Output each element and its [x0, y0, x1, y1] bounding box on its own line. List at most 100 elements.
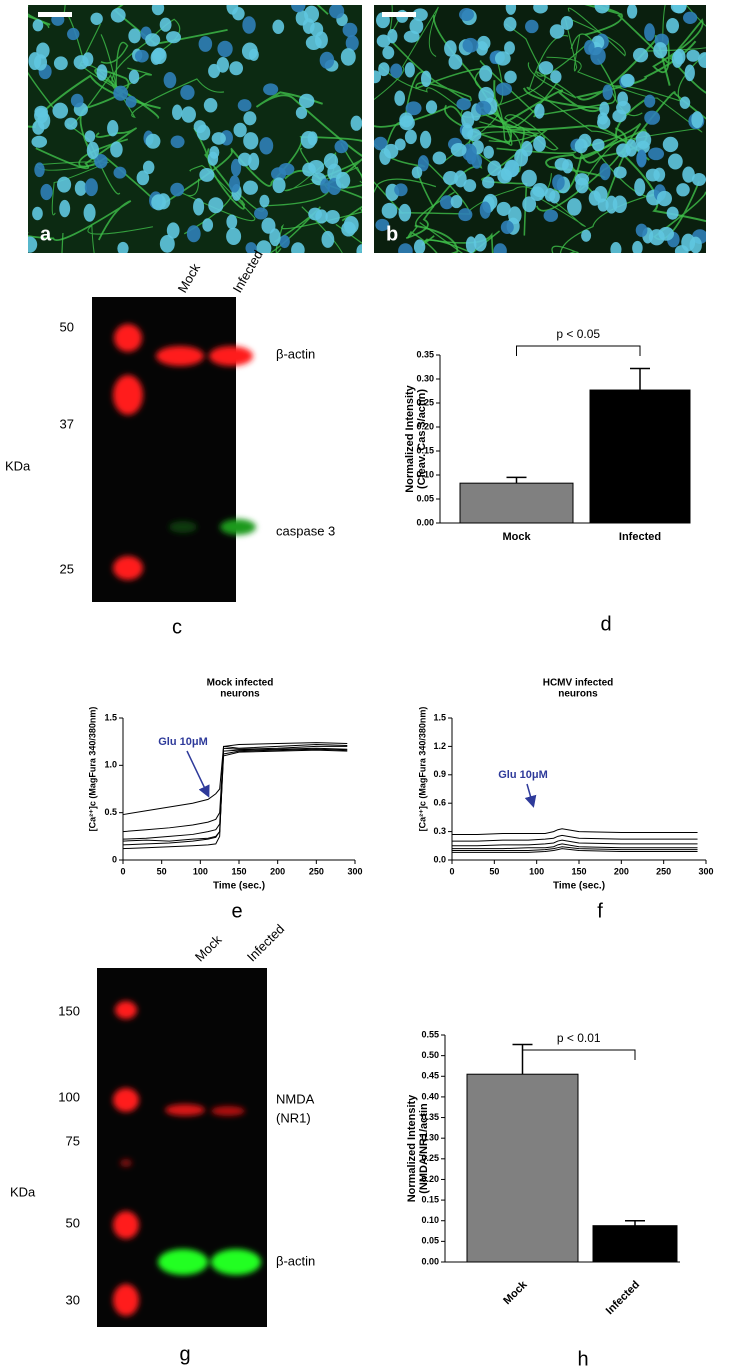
x-tick-label: 250 [656, 866, 671, 876]
nucleus [304, 5, 320, 23]
nucleus [533, 5, 548, 14]
nucleus [682, 166, 695, 183]
nucleus [574, 138, 588, 154]
neurite [494, 23, 546, 107]
y-tick-label: 0.0 [433, 854, 446, 864]
nucleus [151, 5, 165, 16]
nucleus [420, 70, 432, 87]
nucleus [504, 70, 517, 84]
nucleus [259, 194, 270, 208]
neurite [100, 41, 152, 89]
blot-bands [113, 324, 256, 580]
nucleus [248, 48, 259, 61]
neurite [407, 191, 455, 253]
nucleus [84, 130, 96, 143]
trace [122, 749, 348, 842]
y-tick-label: 0.15 [416, 445, 434, 455]
nucleus [238, 152, 252, 167]
nucleus [409, 18, 424, 35]
neurite [552, 128, 648, 194]
nucleus [82, 52, 94, 67]
nucleus [242, 16, 256, 34]
panel-letter: c [172, 616, 182, 638]
nucleus [666, 17, 680, 34]
nucleus [627, 5, 638, 19]
nucleus [32, 206, 43, 221]
x-tick-label: 150 [231, 866, 246, 876]
nucleus [376, 34, 391, 48]
nucleus [145, 133, 161, 149]
nucleus [57, 176, 72, 193]
annotation-arrow [524, 783, 537, 808]
micrograph-b-cells [374, 5, 706, 253]
marker-label: 25 [60, 561, 74, 576]
band-label: NMDA [276, 1091, 315, 1106]
nucleus [226, 214, 238, 230]
nucleus [534, 103, 545, 119]
nucleus [549, 24, 565, 39]
y-axis-label: [Ca²⁺]c (MagFura 340/380nm) [417, 707, 427, 832]
y-axis-label: Normalized Intensity [404, 384, 416, 492]
neurite [77, 23, 225, 119]
nucleus [404, 62, 415, 78]
x-tick-label: 300 [347, 866, 362, 876]
nucleus [684, 64, 695, 82]
trace [122, 748, 348, 846]
nucleus [617, 91, 629, 107]
nucleus [644, 94, 656, 108]
nucleus [405, 101, 422, 116]
nucleus [291, 242, 305, 253]
nucleus [530, 186, 545, 201]
nucleus [459, 8, 474, 22]
nucleus [525, 19, 539, 34]
nucleus [350, 115, 362, 131]
nucleus [53, 56, 68, 71]
nucleus [269, 228, 281, 247]
nucleus [676, 183, 690, 197]
nucleus [398, 203, 412, 222]
x-tick-label: Mock [501, 1278, 530, 1307]
nucleus [483, 145, 494, 159]
nucleus [320, 178, 331, 194]
nucleus [574, 173, 590, 186]
y-tick-label: 0.30 [421, 1133, 439, 1143]
nucleus [691, 111, 704, 129]
nucleus [356, 244, 362, 253]
nucleus [208, 197, 224, 214]
nucleus [560, 15, 574, 30]
nucleus [166, 222, 180, 239]
nucleus [467, 128, 482, 142]
x-axis-label: Time (sec.) [213, 881, 265, 892]
marker-label: 75 [66, 1133, 80, 1148]
nucleus [597, 198, 609, 212]
nucleus [620, 73, 635, 88]
x-tick-label: 250 [309, 866, 324, 876]
band-label: β-actin [276, 346, 315, 361]
neurite [193, 127, 246, 210]
nucleus [34, 105, 48, 118]
nucleus [232, 7, 245, 21]
neurite [526, 35, 627, 193]
trace [122, 744, 348, 816]
nucleus [616, 143, 631, 158]
y-tick-label: 0.25 [421, 1153, 439, 1163]
unit-label: KDa [5, 458, 31, 473]
nucleus [378, 62, 390, 77]
nucleus [186, 225, 201, 243]
nucleus [632, 47, 649, 63]
marker-label: 50 [60, 319, 74, 334]
nucleus [666, 206, 679, 220]
nucleus [454, 170, 467, 188]
lane-label: Mock [192, 932, 225, 965]
nucleus [504, 41, 515, 55]
y-axis-label: (NMDA/NR1/actin [418, 1103, 430, 1194]
x-tick-label: 50 [157, 866, 167, 876]
nucleus [494, 51, 511, 66]
nucleus [679, 96, 691, 109]
nucleus [597, 115, 611, 130]
bar [589, 389, 691, 524]
nucleus [142, 160, 155, 175]
nucleus [686, 49, 700, 62]
nucleus [172, 104, 183, 120]
